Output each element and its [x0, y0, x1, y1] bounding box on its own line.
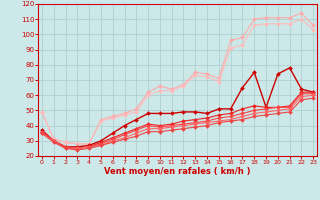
X-axis label: Vent moyen/en rafales ( km/h ): Vent moyen/en rafales ( km/h ) — [104, 167, 251, 176]
